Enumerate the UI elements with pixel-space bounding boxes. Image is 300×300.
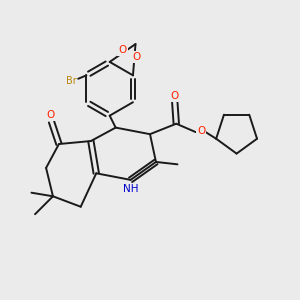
Text: NH: NH	[123, 184, 139, 194]
Text: O: O	[197, 126, 205, 136]
Text: O: O	[46, 110, 54, 120]
Text: O: O	[171, 91, 179, 101]
Text: O: O	[133, 52, 141, 61]
Text: O: O	[118, 45, 127, 55]
Text: Br: Br	[66, 76, 77, 86]
